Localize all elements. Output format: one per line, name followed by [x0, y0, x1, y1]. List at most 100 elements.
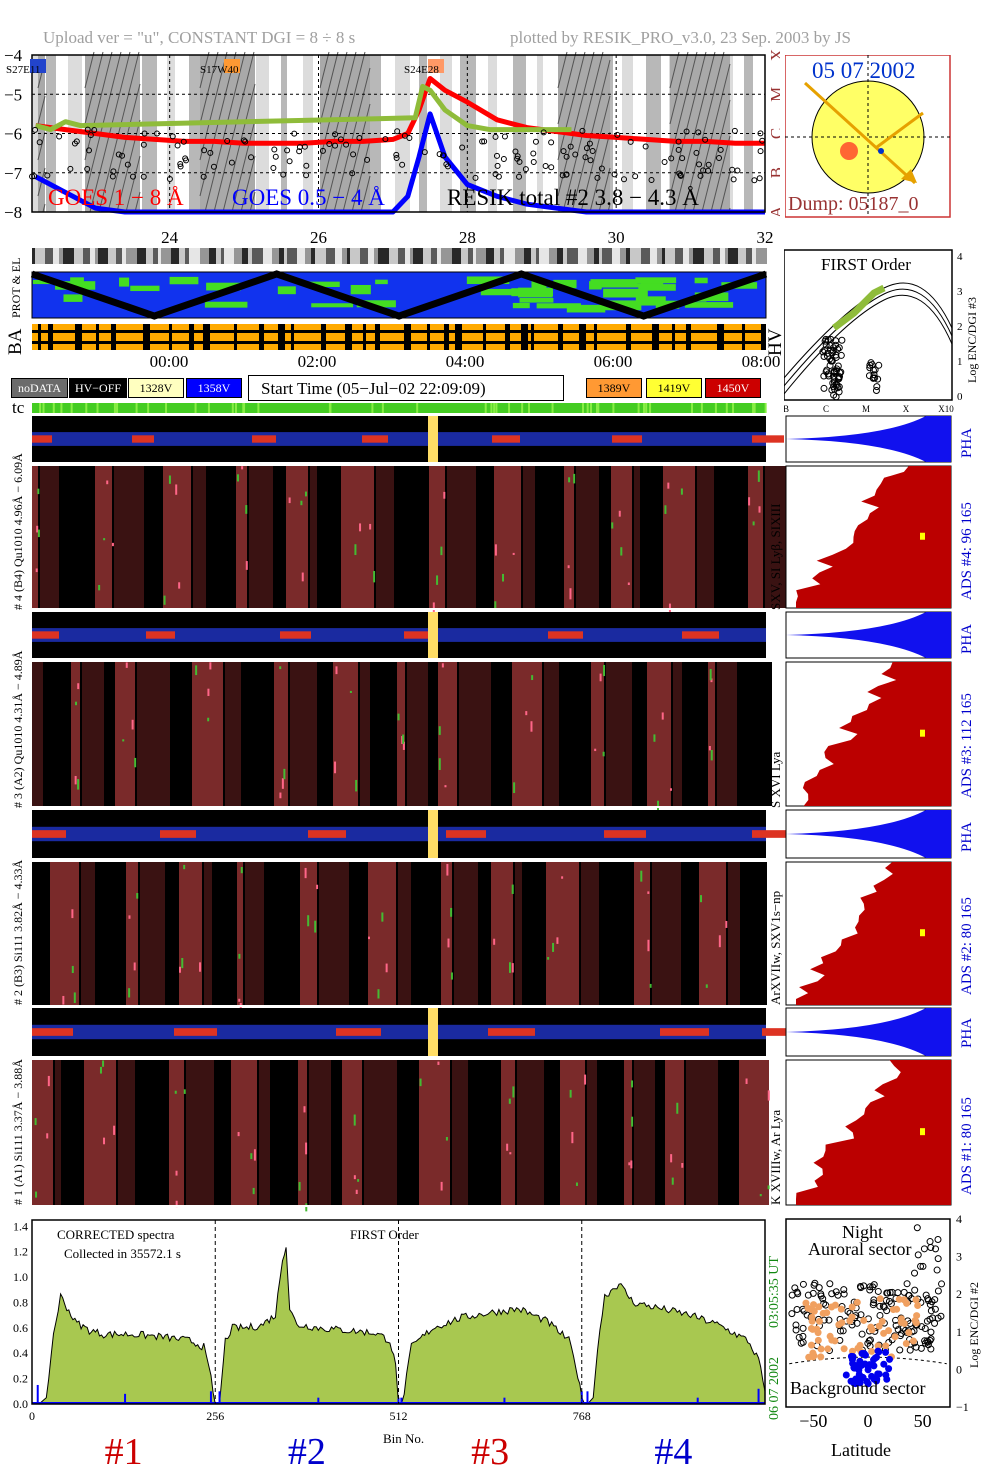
ba-black-mark	[96, 324, 99, 350]
resik-point	[493, 152, 500, 159]
spectrum-x-tick: 0	[29, 1409, 35, 1423]
latitude-point	[874, 1287, 882, 1295]
goes-hatch	[580, 95, 611, 213]
first-order-ylabel: Log ENC/DGI #3	[965, 297, 979, 383]
spectrogram-column	[137, 1060, 167, 1205]
goes-hatch	[213, 51, 255, 213]
latitude-ylabel: Log ENC/DGI #2	[967, 1282, 981, 1368]
auroral-point	[817, 1353, 825, 1361]
goes-hatch	[557, 51, 568, 89]
latitude-point	[932, 1245, 940, 1253]
auroral-point	[875, 1322, 883, 1330]
spectrogram-speck	[281, 778, 284, 789]
spectrogram-speck	[373, 570, 376, 583]
resik-point	[124, 161, 131, 168]
prot-green-patch	[204, 301, 248, 308]
spectrogram-column	[192, 662, 223, 806]
latitude-point	[793, 1305, 801, 1313]
tc-tick	[732, 403, 735, 413]
ba-black-mark	[427, 324, 430, 350]
background-point	[885, 1365, 893, 1373]
el-strip-segment	[630, 248, 641, 264]
resik-point	[174, 142, 181, 149]
auroral-point	[902, 1340, 910, 1348]
el-strip-segment	[200, 248, 209, 264]
pha-hot-band	[280, 631, 311, 639]
latitude-point	[815, 1284, 823, 1292]
latitude-point	[794, 1290, 802, 1298]
spectrum-side-time: 03:05:35 UT	[767, 1256, 782, 1328]
pha-hot-band	[252, 435, 276, 443]
region-marker	[428, 59, 444, 73]
el-strip-segment	[242, 248, 248, 264]
spectrogram-column	[372, 662, 395, 806]
pha-hot-band	[404, 631, 437, 639]
resik-point	[582, 154, 589, 161]
spectrogram-column	[319, 662, 331, 806]
ads-histogram	[802, 662, 951, 806]
el-strip-segment	[221, 248, 224, 264]
el-strip-segment	[413, 248, 423, 264]
prot-green-patch	[518, 287, 553, 298]
latitude-point	[923, 1337, 931, 1345]
latitude-point	[826, 1280, 834, 1288]
latitude-point	[870, 1296, 878, 1304]
goes-lightcurve-plot: −4 −5 −6 −7 −8 X M C B A S27E11 S17W40 S24E28 GOES 1 …	[4, 46, 780, 245]
el-strip-segment	[98, 248, 108, 264]
resik-point	[153, 130, 160, 137]
region-label: S24E28	[404, 64, 439, 76]
resik-point	[84, 126, 91, 133]
resik-point	[241, 137, 248, 144]
goes-hatch	[222, 83, 256, 213]
ba-black-mark	[455, 324, 462, 350]
resik-point	[272, 153, 279, 160]
ba-strip	[32, 324, 766, 350]
spectrum-x-tick: 768	[573, 1409, 591, 1423]
spectrogram-speck	[628, 1162, 631, 1166]
pha-hot-band	[682, 631, 719, 639]
latitude-point	[934, 1255, 942, 1263]
spectrogram-speck	[669, 788, 672, 791]
spectrogram-speck	[620, 547, 623, 556]
resik-point	[679, 155, 686, 162]
el-strip-segment	[675, 248, 683, 264]
spectrum-area	[32, 1247, 766, 1405]
goes-hatch	[719, 171, 731, 213]
pha-flare-mark	[428, 612, 438, 658]
spectrogram-column	[537, 466, 562, 608]
tc-tick	[194, 403, 197, 413]
latitude-point	[799, 1338, 807, 1346]
pha-hot-band	[752, 830, 796, 838]
el-strip-segment	[539, 248, 549, 264]
tc-tick	[329, 403, 332, 413]
goes-orbit-band	[488, 55, 497, 212]
spectrogram-speck	[594, 748, 597, 752]
spectrogram-column	[717, 662, 737, 806]
spectrogram-speck	[334, 761, 337, 774]
spectrogram-column	[494, 466, 521, 608]
el-strip-segment	[441, 248, 452, 264]
auroral-point	[815, 1303, 823, 1311]
resik-point	[248, 154, 255, 161]
latitude-point	[791, 1284, 799, 1292]
spectrogram-speck	[647, 891, 650, 894]
resik-point	[210, 163, 217, 170]
latitude-point	[934, 1287, 942, 1295]
spectrum-y-tick: 1.2	[13, 1245, 28, 1259]
el-strip-segment	[650, 248, 657, 264]
ba-black-mark	[404, 324, 411, 350]
resik-point	[85, 147, 92, 154]
resik-point	[286, 158, 293, 165]
spectrogram-column	[333, 662, 358, 806]
latitude-point	[822, 1301, 830, 1309]
tc-tick	[551, 403, 554, 413]
auroral-point	[891, 1333, 899, 1341]
spectrogram-speck	[175, 484, 178, 495]
first-order-point	[827, 335, 835, 343]
detector-spectrograms	[32, 403, 952, 1212]
spectrogram-column	[429, 466, 445, 608]
el-strip-segment	[461, 248, 468, 264]
el-strip-segment	[350, 248, 360, 264]
goes-hatch	[319, 51, 339, 125]
spectrum-x-tick: 512	[390, 1409, 408, 1423]
